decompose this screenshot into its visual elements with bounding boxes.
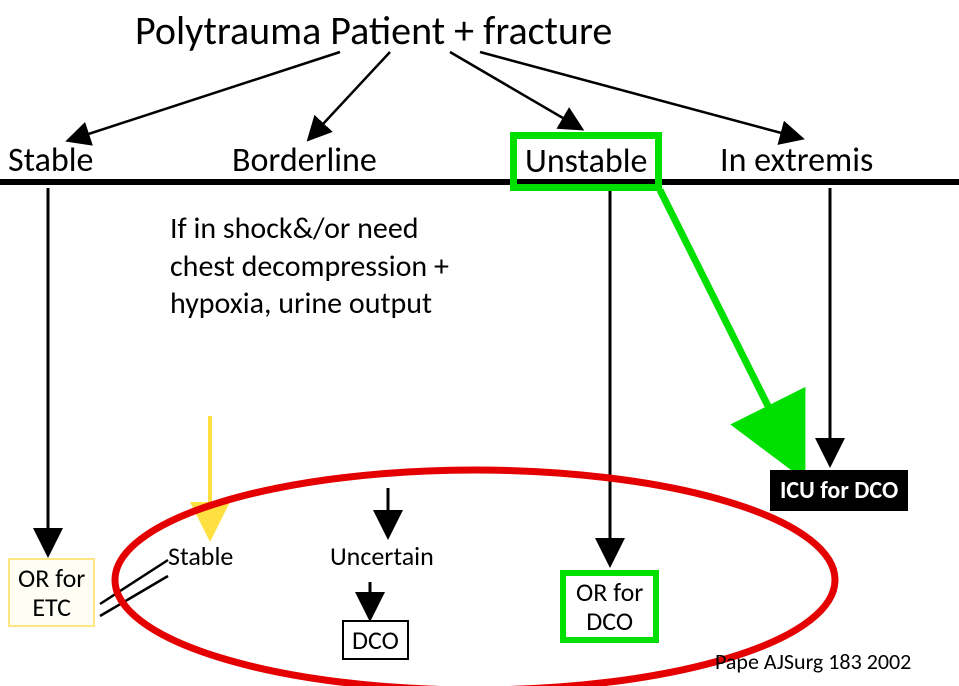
diagram-title: Polytrauma Patient + fracture [135, 6, 612, 55]
or-etc-line1: OR for [18, 564, 85, 593]
diagram-canvas [0, 0, 959, 686]
outcome-or-etc: OR for ETC [8, 558, 95, 627]
outcome-stable: Stable [168, 540, 233, 572]
outcome-dco: DCO [342, 620, 409, 660]
citation: Pape AJSurg 183 2002 [715, 648, 911, 675]
outcome-icu-dco: ICU for DCO [770, 470, 908, 511]
unstable-to-icu-arrow [660, 190, 796, 462]
or-dco-line1: OR for [576, 578, 643, 607]
outcome-uncertain: Uncertain [330, 540, 434, 572]
or-dco-line2: DCO [576, 607, 643, 636]
stable-to-etc-lines [100, 560, 168, 616]
outcome-or-dco: OR for DCO [560, 570, 659, 643]
cat-stable: Stable [8, 140, 93, 181]
cat-unstable: Unstable [525, 141, 647, 182]
cat-in-extremis: In extremis [720, 140, 873, 181]
fan-arrows [70, 52, 800, 140]
or-etc-line2: ETC [18, 593, 85, 622]
cat-borderline: Borderline [232, 140, 377, 181]
decision-text: If in shock&/or need chest decompression… [170, 210, 460, 323]
cat-unstable-box: Unstable [510, 132, 662, 191]
